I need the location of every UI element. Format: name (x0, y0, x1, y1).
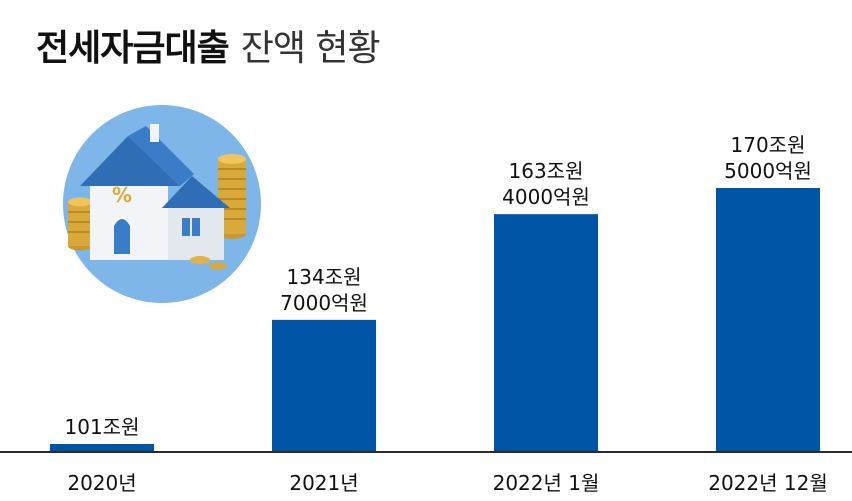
value-label-1-0: 134조원 (287, 265, 362, 289)
x-tick-label-2: 2022년 1월 (493, 471, 600, 495)
value-label-2-1: 4000억원 (502, 185, 590, 209)
coins-ground (190, 256, 227, 270)
bars-group (50, 188, 820, 452)
x-tick-label-1: 2021년 (289, 471, 358, 495)
bar-1 (272, 319, 376, 452)
chart-title-bold: 전세자금대출 (36, 28, 230, 69)
coin-stack-left (68, 197, 92, 251)
x-tick-labels-group: 2020년 2021년 2022년 1월 2022년 12월 (67, 471, 827, 495)
bar-3 (716, 188, 820, 452)
value-label-3-0: 170조원 (731, 133, 806, 157)
house: % (80, 124, 230, 260)
value-label-3-1: 5000억원 (724, 159, 812, 183)
house-with-coins-icon: % (63, 105, 261, 303)
value-label-1-1: 7000억원 (280, 291, 368, 315)
chart-title: 전세자금대출 잔액 현황 (36, 26, 381, 72)
bar-0 (50, 444, 154, 452)
value-label-2-0: 163조원 (509, 159, 584, 183)
bar-2 (494, 214, 598, 452)
x-tick-label-3: 2022년 12월 (708, 471, 828, 495)
chart-title-light: 잔액 현황 (240, 28, 381, 69)
x-tick-label-0: 2020년 (67, 471, 136, 495)
percent-symbol: % (112, 183, 132, 207)
value-label-0-0: 101조원 (65, 415, 140, 439)
